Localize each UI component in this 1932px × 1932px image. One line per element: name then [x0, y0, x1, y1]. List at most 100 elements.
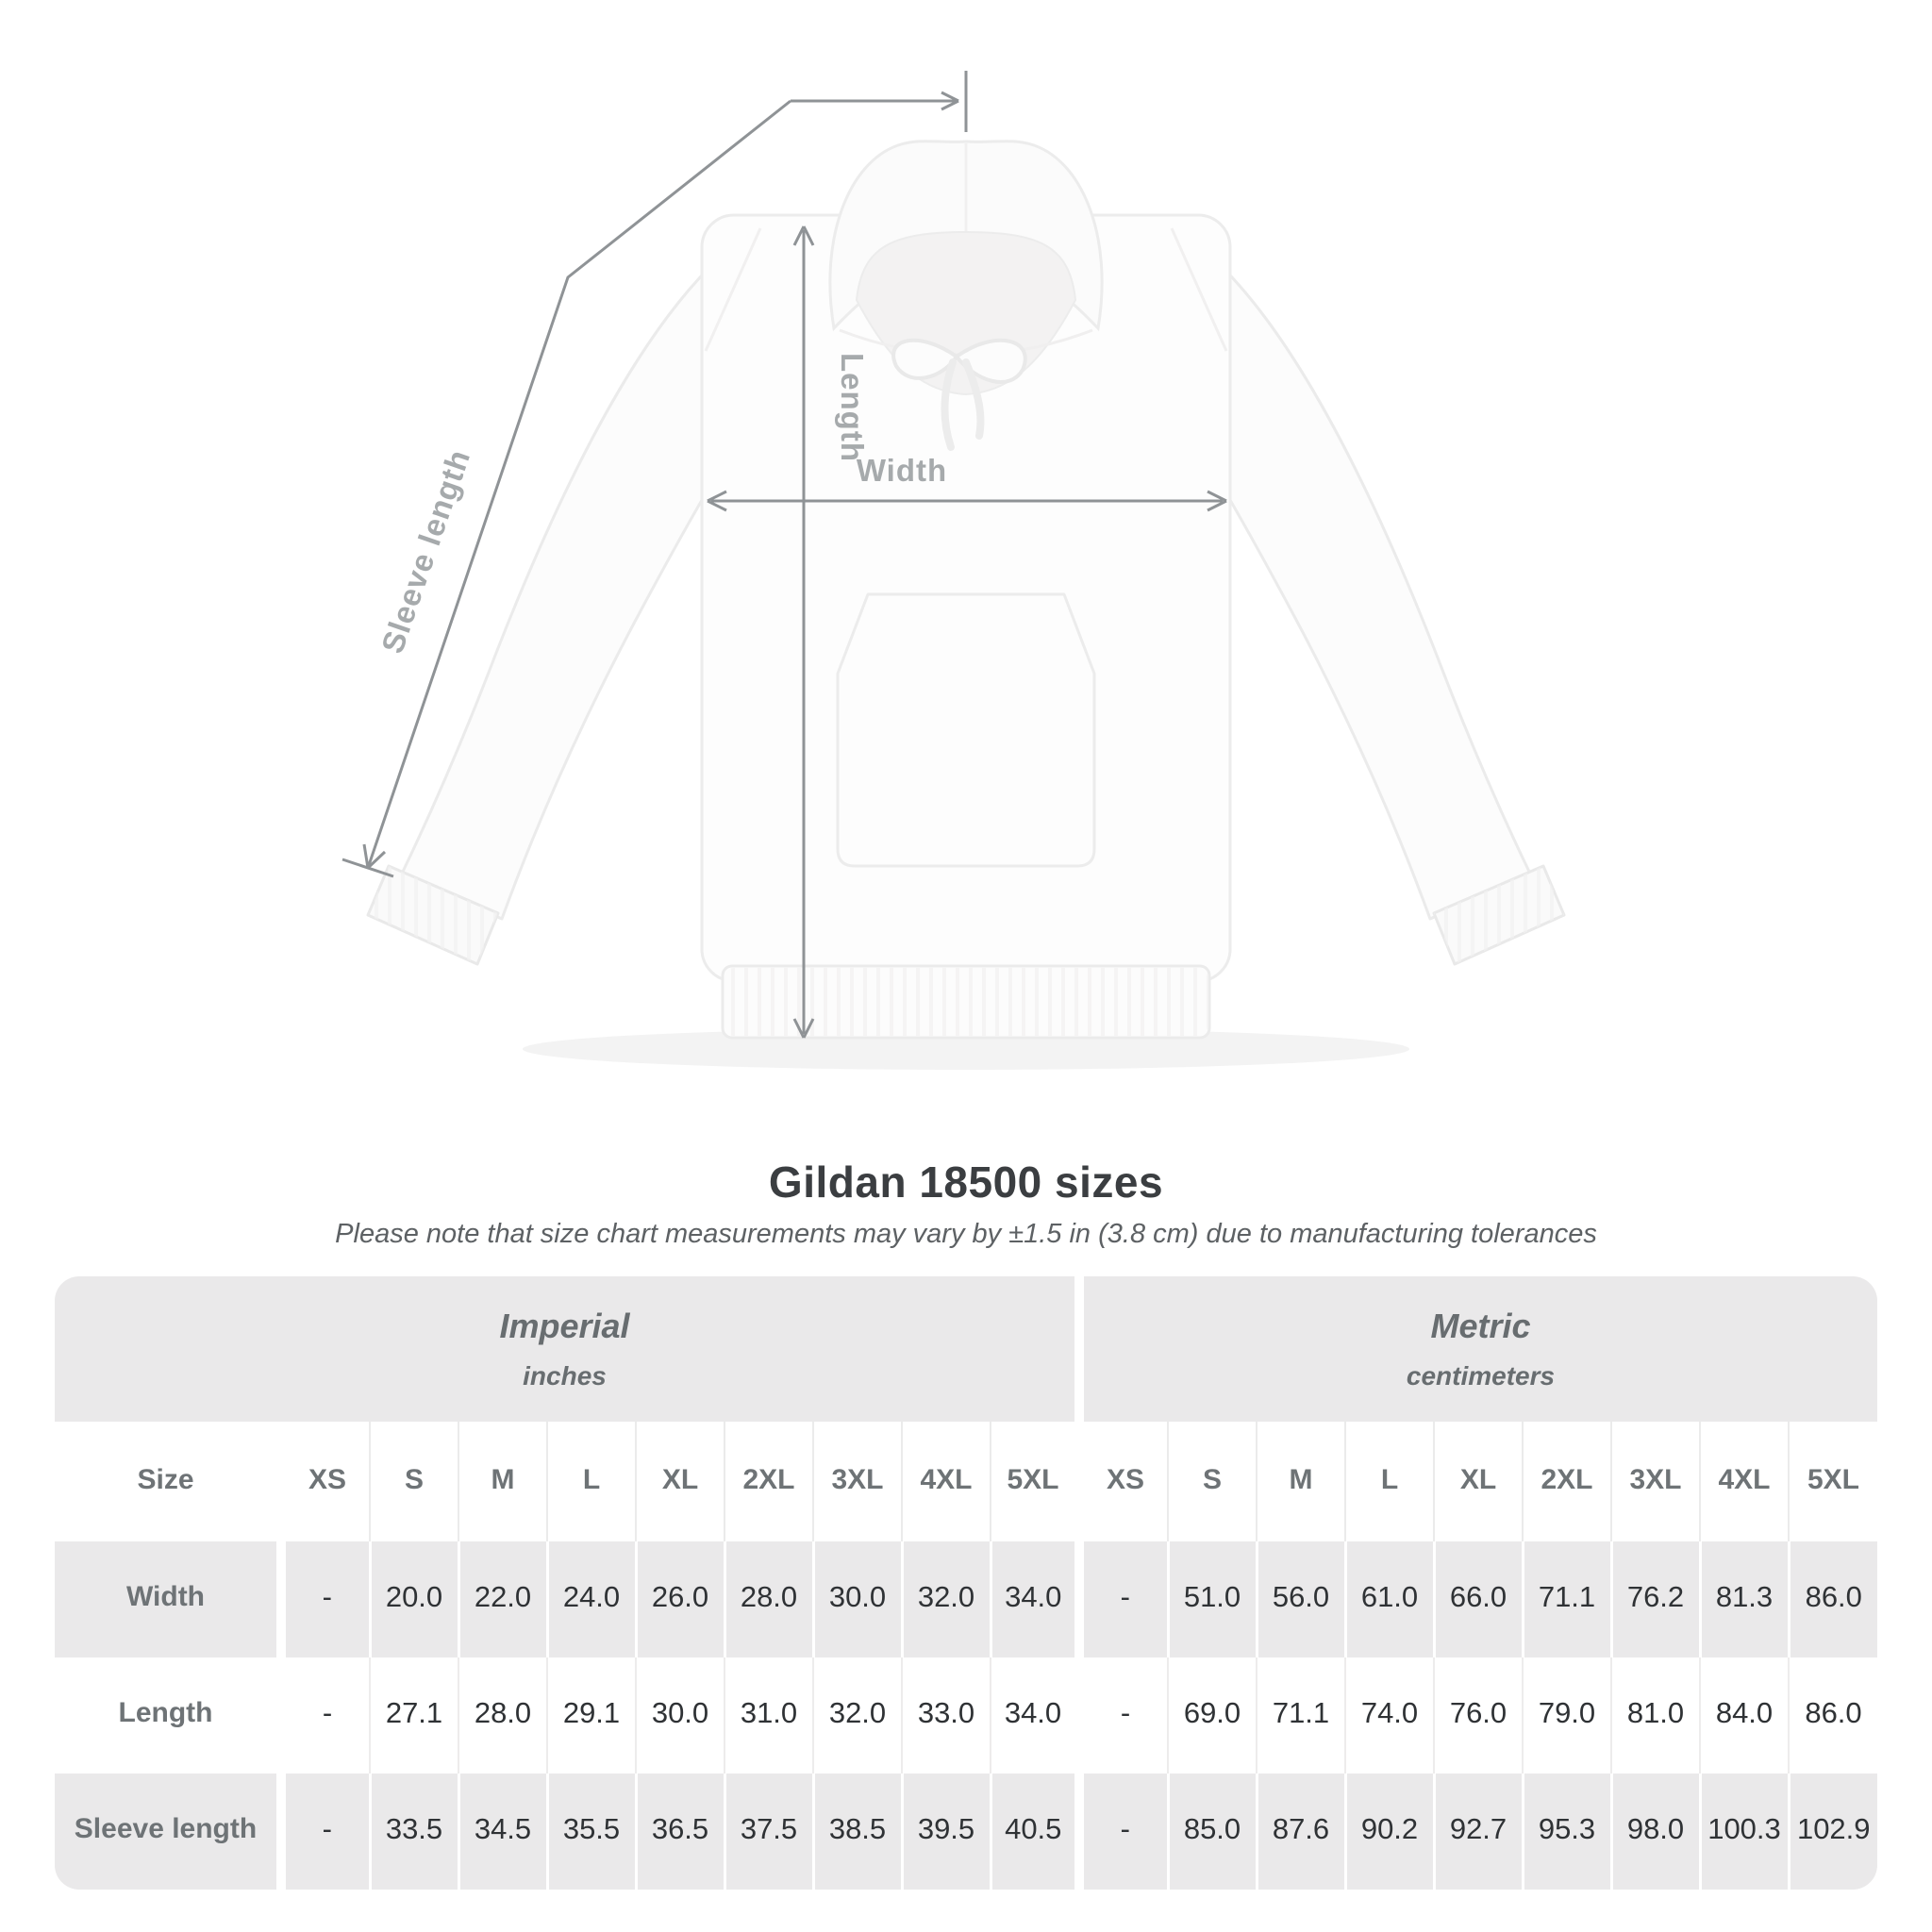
- metric-band: Metric centimeters: [1074, 1276, 1877, 1422]
- col-header-metric-5xl: 5XL: [1788, 1422, 1877, 1541]
- col-header-imperial-4xl: 4XL: [901, 1422, 991, 1541]
- cell-sleeve-length-metric-xl: 92.7: [1432, 1774, 1523, 1890]
- cell-width-metric-5xl: 86.0: [1787, 1541, 1877, 1657]
- length-label: Length: [835, 353, 870, 462]
- cell-sleeve-length-metric-4xl: 100.3: [1698, 1774, 1789, 1890]
- bow-left-loop: [891, 338, 959, 380]
- cell-length-imperial-s: 27.1: [369, 1657, 458, 1774]
- width-arrowhead-right: [1207, 490, 1227, 512]
- cell-width-imperial-xs: -: [276, 1541, 370, 1657]
- cell-sleeve-length-imperial-2xl: 37.5: [723, 1774, 813, 1890]
- sleeve-length-label: Sleeve length: [375, 445, 476, 658]
- cell-length-metric-3xl: 81.0: [1610, 1657, 1700, 1774]
- sleeve-arrowhead-top: [941, 91, 959, 111]
- cell-sleeve-length-imperial-3xl: 38.5: [811, 1774, 902, 1890]
- col-header-metric-xs: XS: [1074, 1422, 1168, 1541]
- page-subtitle: Please note that size chart measurements…: [335, 1219, 1597, 1249]
- cuff-tick: [341, 858, 394, 878]
- page-title: Gildan 18500 sizes: [768, 1158, 1164, 1207]
- cell-sleeve-length-imperial-s: 33.5: [368, 1774, 458, 1890]
- cell-width-metric-m: 56.0: [1255, 1541, 1345, 1657]
- sleeve-arrowhead-bottom: [362, 843, 387, 870]
- cell-sleeve-length-imperial-l: 35.5: [545, 1774, 636, 1890]
- cell-length-imperial-4xl: 33.0: [901, 1657, 991, 1774]
- row-label-width: Width: [55, 1541, 281, 1657]
- shoulder-seams: [704, 227, 1228, 352]
- cell-length-imperial-l: 29.1: [546, 1657, 636, 1774]
- cell-length-imperial-2xl: 31.0: [724, 1657, 813, 1774]
- metric-unit-label: centimeters: [1406, 1361, 1556, 1391]
- cell-length-imperial-xl: 30.0: [635, 1657, 724, 1774]
- hoodie-measurement-diagram: Sleeve length Length Width: [341, 71, 1566, 1070]
- col-header-imperial-m: M: [458, 1422, 547, 1541]
- cell-width-imperial-s: 20.0: [368, 1541, 458, 1657]
- string-tail-right: [962, 358, 985, 440]
- cell-sleeve-length-imperial-4xl: 39.5: [900, 1774, 991, 1890]
- cell-width-imperial-xl: 26.0: [634, 1541, 724, 1657]
- col-header-imperial-xl: XL: [635, 1422, 724, 1541]
- width-arrow: Width: [707, 453, 1227, 512]
- cell-length-metric-m: 71.1: [1256, 1657, 1345, 1774]
- cell-length-imperial-5xl: 34.0: [990, 1657, 1079, 1774]
- cell-width-imperial-5xl: 34.0: [989, 1541, 1079, 1657]
- col-header-imperial-2xl: 2XL: [724, 1422, 813, 1541]
- left-cuff-rib: [368, 866, 498, 964]
- sleeve-diagonal: [366, 99, 791, 869]
- imperial-band: Imperial inches: [55, 1276, 1079, 1422]
- cell-length-metric-5xl: 86.0: [1788, 1657, 1877, 1774]
- hem-band-rib: [724, 968, 1208, 1036]
- metric-group-label: Metric: [1430, 1307, 1531, 1345]
- cell-width-metric-2xl: 71.1: [1521, 1541, 1611, 1657]
- right-cuff-rib: [1434, 866, 1564, 964]
- cell-width-metric-4xl: 81.3: [1698, 1541, 1789, 1657]
- cell-width-metric-l: 61.0: [1343, 1541, 1434, 1657]
- cell-sleeve-length-metric-l: 90.2: [1343, 1774, 1434, 1890]
- hoodie-size-svg: Sleeve length Length Width: [341, 71, 1566, 1070]
- imperial-group-label: Imperial: [499, 1307, 630, 1345]
- cell-sleeve-length-metric-3xl: 98.0: [1609, 1774, 1700, 1890]
- cell-length-metric-l: 74.0: [1344, 1657, 1434, 1774]
- bow-right-loop: [954, 338, 1027, 384]
- table-row-width: Width -20.0 22.0 24.0 26.0 28.0 30.0 32.0 34.0-5…: [55, 1541, 1877, 1657]
- length-arrowhead-top: [792, 225, 815, 246]
- col-header-imperial-xs: XS: [276, 1422, 370, 1541]
- cell-sleeve-length-imperial-xs: -: [276, 1774, 370, 1890]
- row-label-length: Length: [55, 1657, 281, 1774]
- cell-sleeve-length-metric-xs: -: [1074, 1774, 1168, 1890]
- cell-sleeve-length-imperial-5xl: 40.5: [989, 1774, 1079, 1890]
- cell-length-metric-xs: -: [1074, 1657, 1168, 1774]
- cell-width-imperial-3xl: 30.0: [811, 1541, 902, 1657]
- cell-length-imperial-m: 28.0: [458, 1657, 547, 1774]
- cell-sleeve-length-metric-m: 87.6: [1255, 1774, 1345, 1890]
- cell-width-metric-s: 51.0: [1166, 1541, 1257, 1657]
- width-arrowhead-left: [707, 490, 727, 512]
- drawstrings: [891, 338, 1027, 451]
- cell-sleeve-length-metric-s: 85.0: [1166, 1774, 1257, 1890]
- cell-length-metric-xl: 76.0: [1433, 1657, 1523, 1774]
- col-header-metric-l: L: [1344, 1422, 1434, 1541]
- col-header-imperial-l: L: [546, 1422, 636, 1541]
- cell-width-imperial-l: 24.0: [545, 1541, 636, 1657]
- size-table: Imperial inches Metric centimeters Size …: [55, 1276, 1877, 1890]
- table-row-sleeve-length: Sleeve length -33.5 34.5 35.5 36.5 37.5 38.5 39…: [55, 1774, 1877, 1890]
- cell-width-imperial-m: 22.0: [457, 1541, 547, 1657]
- row-label-sleeve-length: Sleeve length: [55, 1774, 281, 1890]
- cell-sleeve-length-imperial-m: 34.5: [457, 1774, 547, 1890]
- cell-width-metric-xs: -: [1074, 1541, 1168, 1657]
- cell-width-metric-xl: 66.0: [1432, 1541, 1523, 1657]
- col-header-metric-s: S: [1167, 1422, 1257, 1541]
- cell-width-imperial-4xl: 32.0: [900, 1541, 991, 1657]
- col-header-imperial-5xl: 5XL: [990, 1422, 1079, 1541]
- col-header-imperial-3xl: 3XL: [812, 1422, 902, 1541]
- length-arrowhead-bottom: [792, 1018, 815, 1039]
- unit-band-row: Imperial inches Metric centimeters: [55, 1276, 1877, 1422]
- cell-sleeve-length-metric-2xl: 95.3: [1521, 1774, 1611, 1890]
- string-tail-left: [941, 358, 957, 451]
- imperial-unit-label: inches: [523, 1361, 607, 1391]
- hoodie-illustration: [366, 140, 1566, 1070]
- length-arrow: Length: [792, 225, 870, 1039]
- col-header-metric-m: M: [1256, 1422, 1345, 1541]
- cell-length-imperial-3xl: 32.0: [812, 1657, 902, 1774]
- col-header-metric-4xl: 4XL: [1699, 1422, 1789, 1541]
- cell-length-metric-4xl: 84.0: [1699, 1657, 1789, 1774]
